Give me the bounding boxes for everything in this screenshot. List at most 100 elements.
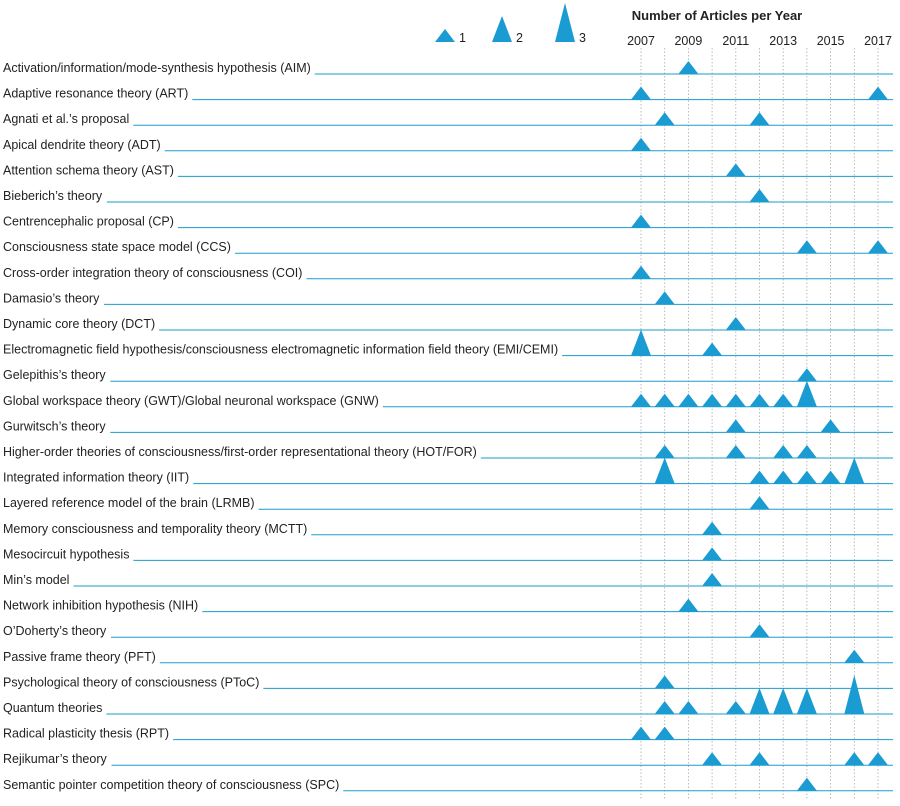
triangle (631, 214, 651, 228)
triangle (702, 752, 723, 766)
triangle (678, 61, 699, 74)
triangle (631, 137, 651, 151)
chart-title: Number of Articles per Year (632, 8, 803, 23)
triangle (773, 688, 794, 714)
triangle (796, 777, 817, 791)
triangle (796, 445, 817, 458)
row-label: Quantum theories (3, 701, 102, 715)
triangle (820, 470, 841, 484)
triangle (773, 445, 794, 458)
triangle (654, 445, 675, 458)
row-label: Psychological theory of consciousness (P… (3, 675, 259, 689)
legend-label: 1 (459, 31, 466, 45)
x-tick-label: 2013 (769, 34, 797, 48)
row-label: Rejikumar’s theory (3, 752, 107, 766)
row-label: Network inhibition hypothesis (NIH) (3, 599, 198, 613)
row-label: Adaptive resonance theory (ART) (3, 87, 188, 101)
triangle (678, 598, 699, 612)
triangle (631, 329, 651, 356)
row-label: Global workspace theory (GWT)/Global neu… (3, 394, 379, 408)
triangle (725, 163, 746, 177)
triangle (749, 688, 770, 714)
triangle (796, 380, 817, 407)
row-label: Gurwitsch’s theory (3, 419, 106, 433)
row-label: Dynamic core theory (DCT) (3, 317, 155, 331)
row-label: Apical dendrite theory (ADT) (3, 138, 161, 152)
triangle (844, 649, 865, 663)
x-tick-label: 2009 (674, 34, 702, 48)
triangle (773, 393, 794, 407)
triangle (678, 701, 699, 714)
row-label: Agnati et al.’s proposal (3, 112, 129, 126)
row-label: Semantic pointer competition theory of c… (3, 778, 339, 792)
triangle (654, 675, 675, 689)
row-label: O’Doherty’s theory (3, 624, 107, 638)
triangle (702, 573, 723, 586)
triangle (796, 368, 817, 382)
triangle (773, 470, 794, 484)
row-label: Attention schema theory (AST) (3, 163, 174, 177)
triangle (631, 265, 651, 279)
x-tick-label: 2007 (627, 34, 655, 48)
legend-marker (492, 16, 512, 42)
triangle (725, 393, 746, 407)
triangle (725, 701, 746, 714)
triangle (631, 393, 651, 407)
triangle (844, 457, 865, 484)
triangle (749, 393, 770, 407)
triangle (749, 470, 770, 484)
triangle (844, 752, 865, 766)
x-tick-label: 2011 (722, 34, 749, 48)
triangle (725, 445, 746, 458)
legend-label: 2 (516, 31, 523, 45)
triangle (725, 317, 746, 330)
triangle (868, 86, 888, 100)
triangle (654, 393, 675, 407)
triangle (654, 457, 675, 484)
triangle (654, 291, 675, 305)
triangle (631, 726, 651, 740)
triangle (868, 240, 888, 254)
triangle (654, 112, 675, 126)
row-label: Activation/information/mode-synthesis hy… (3, 61, 311, 75)
triangle (749, 752, 770, 766)
row-label: Centrencephalic proposal (CP) (3, 215, 174, 229)
triangle (796, 470, 817, 484)
triangle (702, 547, 723, 561)
triangle (749, 189, 770, 202)
row-label: Memory consciousness and temporality the… (3, 522, 307, 536)
triangle (749, 496, 770, 510)
legend-label: 3 (579, 31, 586, 45)
triangle (749, 112, 770, 126)
triangle (725, 419, 746, 433)
row-label: Cross-order integration theory of consci… (3, 266, 302, 280)
row-label: Higher-order theories of consciousness/f… (3, 445, 477, 459)
row-label: Damasio’s theory (3, 291, 100, 305)
triangle (678, 393, 699, 407)
triangle (820, 419, 841, 433)
triangle (702, 393, 723, 407)
triangle (654, 726, 675, 740)
triangle (702, 521, 723, 535)
triangle (868, 752, 888, 766)
triangle (702, 342, 723, 356)
row-label: Mesocircuit hypothesis (3, 547, 129, 561)
x-tick-label: 2017 (864, 34, 892, 48)
row-label: Gelepithis’s theory (3, 368, 106, 382)
triangle (749, 624, 770, 638)
row-label: Layered reference model of the brain (LR… (3, 496, 255, 510)
row-label: Electromagnetic field hypothesis/conscio… (3, 343, 558, 357)
row-label: Min’s model (3, 573, 69, 587)
triangle (631, 86, 651, 100)
triangle (796, 240, 817, 254)
triangle (654, 701, 675, 714)
row-label: Radical plasticity thesis (RPT) (3, 727, 169, 741)
legend-marker (555, 3, 575, 42)
row-label: Passive frame theory (PFT) (3, 650, 156, 664)
row-label: Bieberich’s theory (3, 189, 103, 203)
row-label: Consciousness state space model (CCS) (3, 240, 231, 254)
x-tick-label: 2015 (817, 34, 845, 48)
row-label: Integrated information theory (IIT) (3, 471, 189, 485)
legend-marker (435, 29, 455, 42)
